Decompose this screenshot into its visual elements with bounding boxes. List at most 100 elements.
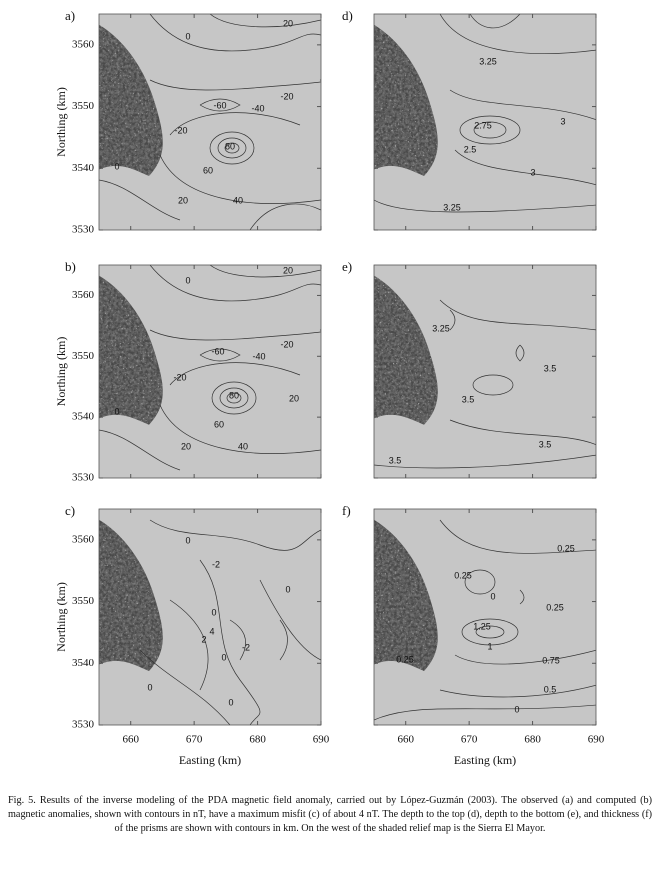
contour-line <box>475 625 505 639</box>
y-tick-label: 3550 <box>72 350 95 362</box>
contour-label: -2 <box>242 642 250 652</box>
map-panel: 20 0 -60 -40 -20 -20 80 20 60 0 20 40 b) 3530 3540 3550… <box>54 259 322 484</box>
map-area <box>374 509 596 725</box>
map-frame <box>373 508 597 726</box>
contour-label: 3.25 <box>432 323 450 333</box>
contour-label: 0 <box>114 161 119 171</box>
contour-line <box>226 392 242 404</box>
contour-label: 0.25 <box>546 602 564 612</box>
y-tick-label: 3550 <box>72 100 95 112</box>
contour-label: 4 <box>209 626 214 636</box>
map-frame <box>98 264 322 479</box>
panel-label: c) <box>65 503 75 518</box>
contour-line <box>209 14 321 28</box>
contour-label: 0.5 <box>544 684 557 694</box>
contour-label: -20 <box>174 125 187 135</box>
contour-label: 2 <box>201 634 206 644</box>
contour-line <box>449 419 596 446</box>
contour-label: -20 <box>280 339 293 349</box>
map-panel: 0.25 0.25 0 0.25 1.25 1 0.25 0.75 0.5 0 f) 660 670 68… <box>342 503 605 767</box>
contour-label: 80 <box>229 390 239 400</box>
contour-label: 3.25 <box>443 202 461 212</box>
contour-line <box>159 404 321 454</box>
contour-label: -60 <box>213 100 226 110</box>
figure-caption: Fig. 5. Results of the inverse modeling … <box>8 795 652 834</box>
contour-label: 0 <box>185 275 190 285</box>
contour-line <box>473 121 507 139</box>
contour-line <box>439 519 596 554</box>
contour-label: 3.5 <box>389 455 402 465</box>
contour-line <box>519 589 525 605</box>
map-panel: 3.25 2.75 3 2.5 3 3.25 d) <box>342 8 597 231</box>
y-tick-label: 3560 <box>72 289 95 301</box>
x-tick-label: 660 <box>122 734 139 746</box>
x-axis-label: Easting (km) <box>454 753 516 767</box>
contour-line <box>99 429 181 471</box>
relief-highlight <box>374 519 438 671</box>
contour-label: -60 <box>211 346 224 356</box>
contour-label: 3 <box>530 167 535 177</box>
contour-line <box>459 115 521 145</box>
y-tick-label: 3550 <box>72 595 95 607</box>
y-axis-label: Northing (km) <box>54 87 68 157</box>
contour-line <box>279 619 288 661</box>
contour-line <box>169 599 209 691</box>
y-tick-label: 3560 <box>72 38 95 50</box>
contour-line <box>224 142 240 154</box>
panel-label: d) <box>342 8 353 23</box>
y-tick-label: 3530 <box>72 719 95 731</box>
contour-label: 0.25 <box>396 654 414 664</box>
x-axis-label: Easting (km) <box>179 753 241 767</box>
contour-label: 0 <box>228 697 233 707</box>
map-area <box>374 14 596 230</box>
contour-label: 3.25 <box>479 56 497 66</box>
contour-line <box>449 89 596 121</box>
panel-label: a) <box>65 8 75 23</box>
contour-line <box>209 131 255 165</box>
contour-line <box>439 299 596 331</box>
x-tick-label: 690 <box>588 734 605 746</box>
relief-highlight <box>374 24 438 176</box>
contour-label: 2.5 <box>464 144 477 154</box>
contour-label: 0 <box>514 704 519 714</box>
contour-line <box>439 684 596 698</box>
contour-label: 40 <box>238 441 248 451</box>
relief-highlight <box>99 24 163 176</box>
map-area <box>99 509 321 725</box>
contour-line <box>209 265 321 278</box>
contour-line <box>217 137 247 159</box>
contour-line <box>169 362 301 386</box>
contour-label: 0 <box>221 652 226 662</box>
contour-line <box>454 149 596 186</box>
map-area <box>99 265 321 478</box>
map-panel: 3.25 3.5 3.5 3.5 3.5 e) <box>342 259 597 479</box>
contour-label: 3.5 <box>544 363 557 373</box>
map-frame <box>98 13 322 231</box>
contour-label: 20 <box>178 195 188 205</box>
contour-label: 60 <box>203 165 213 175</box>
x-tick-label: 670 <box>186 734 203 746</box>
contour-line <box>472 374 514 396</box>
contour-line <box>464 569 496 595</box>
contour-label: -40 <box>252 351 265 361</box>
contour-label: 80 <box>225 141 235 151</box>
contour-line <box>149 79 321 91</box>
contour-label: 0 <box>147 682 152 692</box>
contour-label: -40 <box>251 103 264 113</box>
contour-line <box>169 112 301 136</box>
map-frame <box>373 264 597 479</box>
y-tick-label: 3560 <box>72 533 95 545</box>
contour-label: 0 <box>185 535 190 545</box>
map-panel: 0 -2 0 0 24 -2 0 0 0 c) 660 670 680 690 3530 3540 3550 35… <box>54 503 330 767</box>
y-tick-label: 3530 <box>72 472 95 484</box>
contour-line <box>229 619 246 661</box>
contour-label: 20 <box>283 18 293 28</box>
x-tick-label: 660 <box>397 734 414 746</box>
contour-label: -2 <box>212 559 220 569</box>
panel-label: b) <box>65 259 76 274</box>
contour-label: 0 <box>490 591 495 601</box>
relief-highlight <box>374 275 438 425</box>
contour-label: 0 <box>285 584 290 594</box>
